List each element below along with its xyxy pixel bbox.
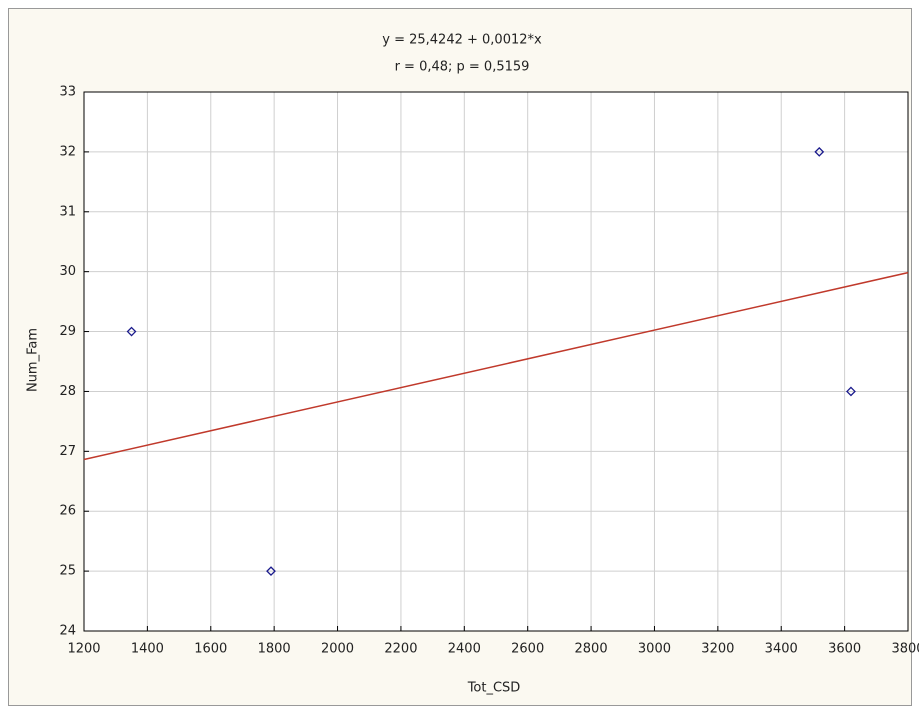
point xyxy=(846,386,856,397)
x-tick-label: 3200 xyxy=(701,642,734,657)
plot-area xyxy=(84,92,908,631)
x-tick-label: 3000 xyxy=(638,642,671,657)
plot-border xyxy=(83,91,909,632)
y-tick-label: 28 xyxy=(59,384,76,399)
x-tick-label: 2000 xyxy=(321,642,354,657)
y-tick-label: 25 xyxy=(59,564,76,579)
x-tick-label: 1200 xyxy=(67,642,100,657)
y-tick-label: 29 xyxy=(59,324,76,339)
x-tick-label: 3400 xyxy=(765,642,798,657)
y-tick-label: 26 xyxy=(59,504,76,519)
y-tick-label: 27 xyxy=(59,444,76,459)
x-axis-label: Tot_CSD xyxy=(467,681,521,696)
x-tick-label: 1600 xyxy=(194,642,227,657)
point xyxy=(814,146,825,157)
chart-subtitle: r = 0,48; p = 0,5159 xyxy=(395,60,530,75)
y-tick-label: 30 xyxy=(59,264,76,279)
y-tick-label: 31 xyxy=(59,204,76,219)
y-tick-label: 24 xyxy=(59,624,76,639)
fit-line xyxy=(83,271,909,461)
x-tick-label: 1800 xyxy=(258,642,291,657)
x-tick-label: 1400 xyxy=(131,642,164,657)
y-axis-label: Num_Fam xyxy=(26,328,41,392)
point xyxy=(126,326,137,337)
y-tick-label: 33 xyxy=(59,85,76,100)
point xyxy=(266,566,276,577)
x-tick-label: 2400 xyxy=(448,642,481,657)
x-tick-label: 3600 xyxy=(828,642,861,657)
x-tick-label: 2600 xyxy=(511,642,544,657)
chart-title: y = 25,4242 + 0,0012*x xyxy=(382,33,542,48)
x-tick-label: 2200 xyxy=(384,642,417,657)
y-tick-label: 32 xyxy=(59,144,76,159)
x-tick-label: 3800 xyxy=(891,642,919,657)
x-tick-label: 2800 xyxy=(575,642,608,657)
